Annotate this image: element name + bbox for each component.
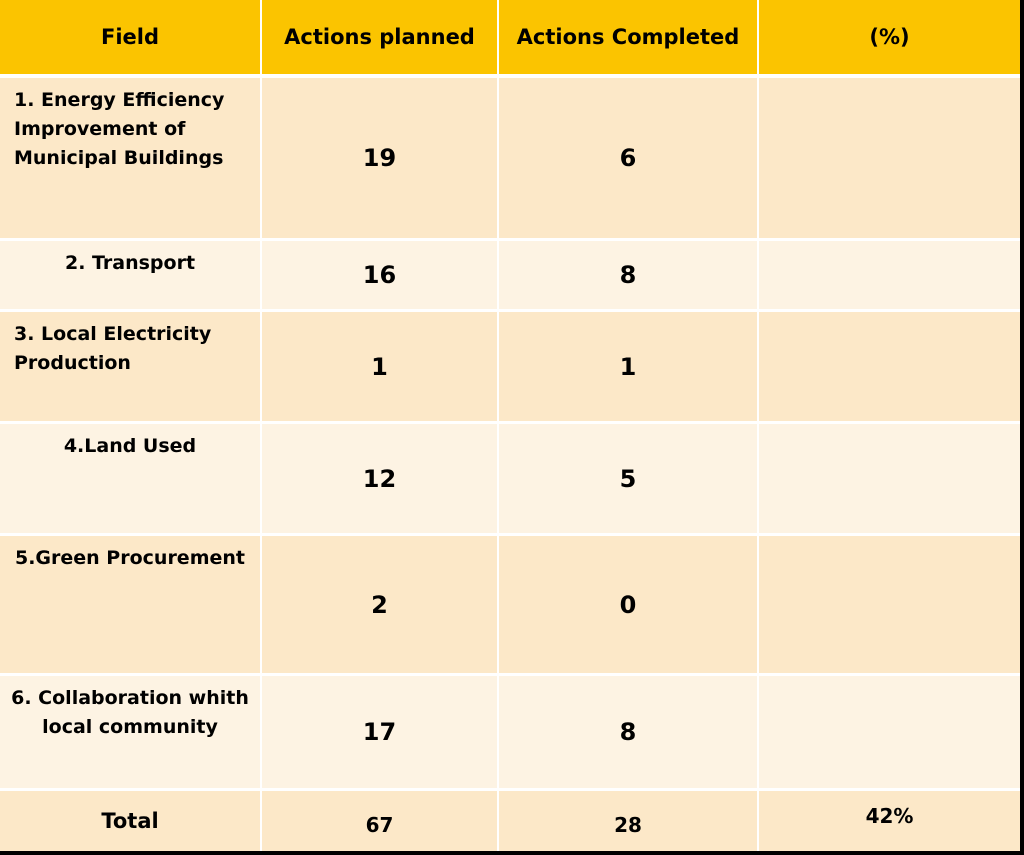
total-planned: 67 bbox=[262, 791, 499, 851]
table-row: 5.Green Procurement 2 0 bbox=[0, 536, 1020, 676]
field-cell: 4.Land Used bbox=[0, 424, 262, 536]
percent-cell bbox=[759, 312, 1020, 424]
total-row: Total 67 28 42% bbox=[0, 791, 1020, 851]
table-row: 2. Transport 16 8 bbox=[0, 241, 1020, 312]
completed-cell: 8 bbox=[499, 676, 759, 791]
planned-cell: 19 bbox=[262, 78, 499, 241]
field-cell: 1. Energy Efficiency Improvement of Muni… bbox=[0, 78, 262, 241]
header-actions-planned: Actions planned bbox=[262, 0, 499, 78]
total-percent: 42% bbox=[759, 791, 1020, 851]
planned-cell: 1 bbox=[262, 312, 499, 424]
total-completed: 28 bbox=[499, 791, 759, 851]
field-cell: 2. Transport bbox=[0, 241, 262, 312]
header-actions-completed: Actions Completed bbox=[499, 0, 759, 78]
completed-cell: 6 bbox=[499, 78, 759, 241]
planned-cell: 2 bbox=[262, 536, 499, 676]
header-field: Field bbox=[0, 0, 262, 78]
header-percent: (%) bbox=[759, 0, 1020, 78]
percent-cell bbox=[759, 424, 1020, 536]
percent-cell bbox=[759, 241, 1020, 312]
field-cell: 3. Local Electricity Production bbox=[0, 312, 262, 424]
planned-cell: 17 bbox=[262, 676, 499, 791]
completed-cell: 5 bbox=[499, 424, 759, 536]
table-row: 6. Collaboration whith local community 1… bbox=[0, 676, 1020, 791]
total-label: Total bbox=[0, 791, 262, 851]
percent-cell bbox=[759, 78, 1020, 241]
header-row: Field Actions planned Actions Completed … bbox=[0, 0, 1020, 78]
table-row: 4.Land Used 12 5 bbox=[0, 424, 1020, 536]
planned-cell: 12 bbox=[262, 424, 499, 536]
field-cell: 6. Collaboration whith local community bbox=[0, 676, 262, 791]
planned-cell: 16 bbox=[262, 241, 499, 312]
completed-cell: 1 bbox=[499, 312, 759, 424]
completed-cell: 0 bbox=[499, 536, 759, 676]
table-row: 1. Energy Efficiency Improvement of Muni… bbox=[0, 78, 1020, 241]
field-cell: 5.Green Procurement bbox=[0, 536, 262, 676]
percent-cell bbox=[759, 676, 1020, 791]
table-row: 3. Local Electricity Production 1 1 bbox=[0, 312, 1020, 424]
percent-cell bbox=[759, 536, 1020, 676]
completed-cell: 8 bbox=[499, 241, 759, 312]
